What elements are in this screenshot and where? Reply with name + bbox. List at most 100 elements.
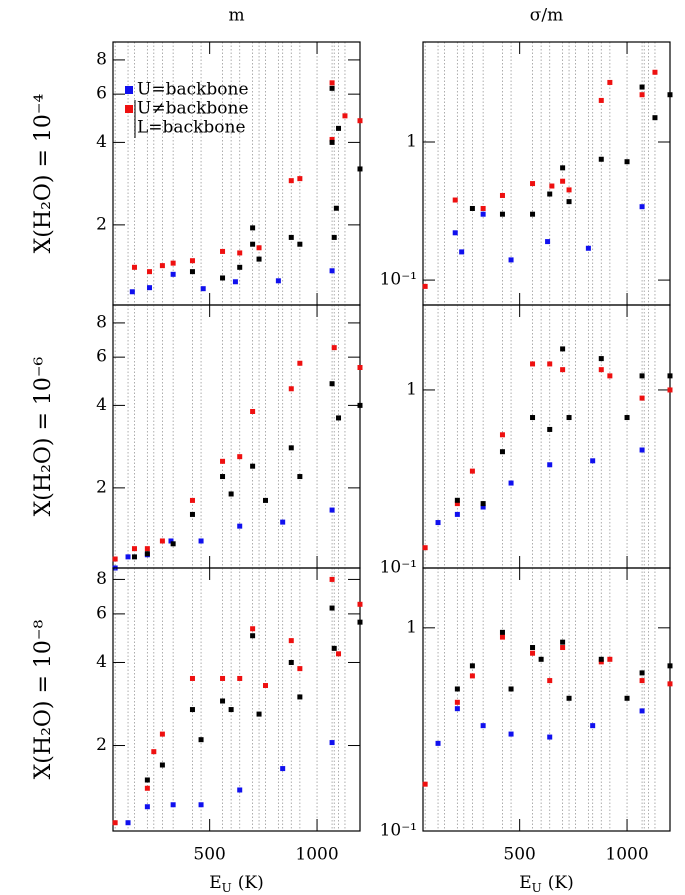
legend-marker [125,86,133,94]
marker [459,249,465,255]
marker [288,445,294,451]
marker [598,659,604,665]
marker [297,176,303,182]
marker [159,762,165,768]
marker [607,79,613,85]
plot-frame [422,567,671,832]
marker [667,681,673,687]
marker [159,538,165,544]
marker [639,678,645,684]
marker [560,178,566,184]
marker [189,511,195,517]
y-tick-label: 8 [96,49,107,69]
marker [454,699,460,705]
marker [329,139,335,145]
marker [329,268,335,274]
marker [639,670,645,676]
marker [566,187,572,193]
marker [357,166,363,172]
marker [598,356,604,362]
marker [560,346,566,352]
y-tick-label: 2 [96,735,107,755]
marker [159,731,165,737]
plot-frame [422,41,671,306]
marker [538,656,544,662]
marker [639,708,645,714]
marker [232,279,238,285]
marker [297,360,303,366]
marker [499,211,505,217]
marker [329,605,335,611]
x-axis-label-main: E [519,873,531,893]
marker [336,651,342,657]
marker [237,250,243,256]
marker [125,820,131,826]
marker [198,802,204,808]
marker [144,777,150,783]
marker [144,785,150,791]
x-axis-label-sub: U [532,881,542,895]
marker [144,804,150,810]
marker [237,264,243,270]
marker [250,241,256,247]
marker [652,69,658,75]
plot-frame [112,304,361,569]
y-tick-label: 4 [96,395,107,415]
marker [530,181,536,187]
marker [329,136,335,142]
marker [147,285,153,291]
marker [262,683,268,689]
marker [220,675,226,681]
marker [607,656,613,662]
marker [454,686,460,692]
marker [228,707,234,713]
column-title: m [228,6,244,26]
y-tick-label: 6 [96,84,107,104]
marker [112,820,118,826]
row-label: X(H₂O) = 10⁻⁶ [31,356,56,516]
marker [639,84,645,90]
marker [329,80,335,86]
marker [288,659,294,665]
marker [547,678,553,684]
marker [667,92,673,98]
marker [189,258,195,264]
marker [250,225,256,231]
marker [131,264,137,270]
marker [329,85,335,91]
marker [331,645,337,651]
marker [250,626,256,632]
marker [566,695,572,701]
marker [288,234,294,240]
marker [256,711,262,717]
marker [530,645,536,651]
marker [499,449,505,455]
marker [530,361,536,367]
marker [237,454,243,460]
marker [144,551,150,557]
y-tick-label: 1 [406,132,417,152]
marker [112,556,118,562]
y-tick-label: 6 [96,347,107,367]
marker [547,361,553,367]
legend-label: U≠backbone [137,99,249,119]
marker [297,474,303,480]
marker [454,501,460,507]
legend-label: U=backbone [137,80,249,100]
marker [422,545,428,551]
row-label: X(H₂O) = 10⁻⁸ [31,619,56,779]
marker [639,373,645,379]
y-tick-label: 2 [96,477,107,497]
marker [329,381,335,387]
marker [560,645,566,651]
marker [508,480,514,486]
x-tick-label: 500 [503,845,535,865]
y-tick-label: 4 [96,652,107,672]
marker [607,373,613,379]
marker [667,387,673,393]
legend-label: L=backbone [137,118,246,138]
marker [530,211,536,217]
marker [508,257,514,263]
marker [228,491,234,497]
marker [508,686,514,692]
